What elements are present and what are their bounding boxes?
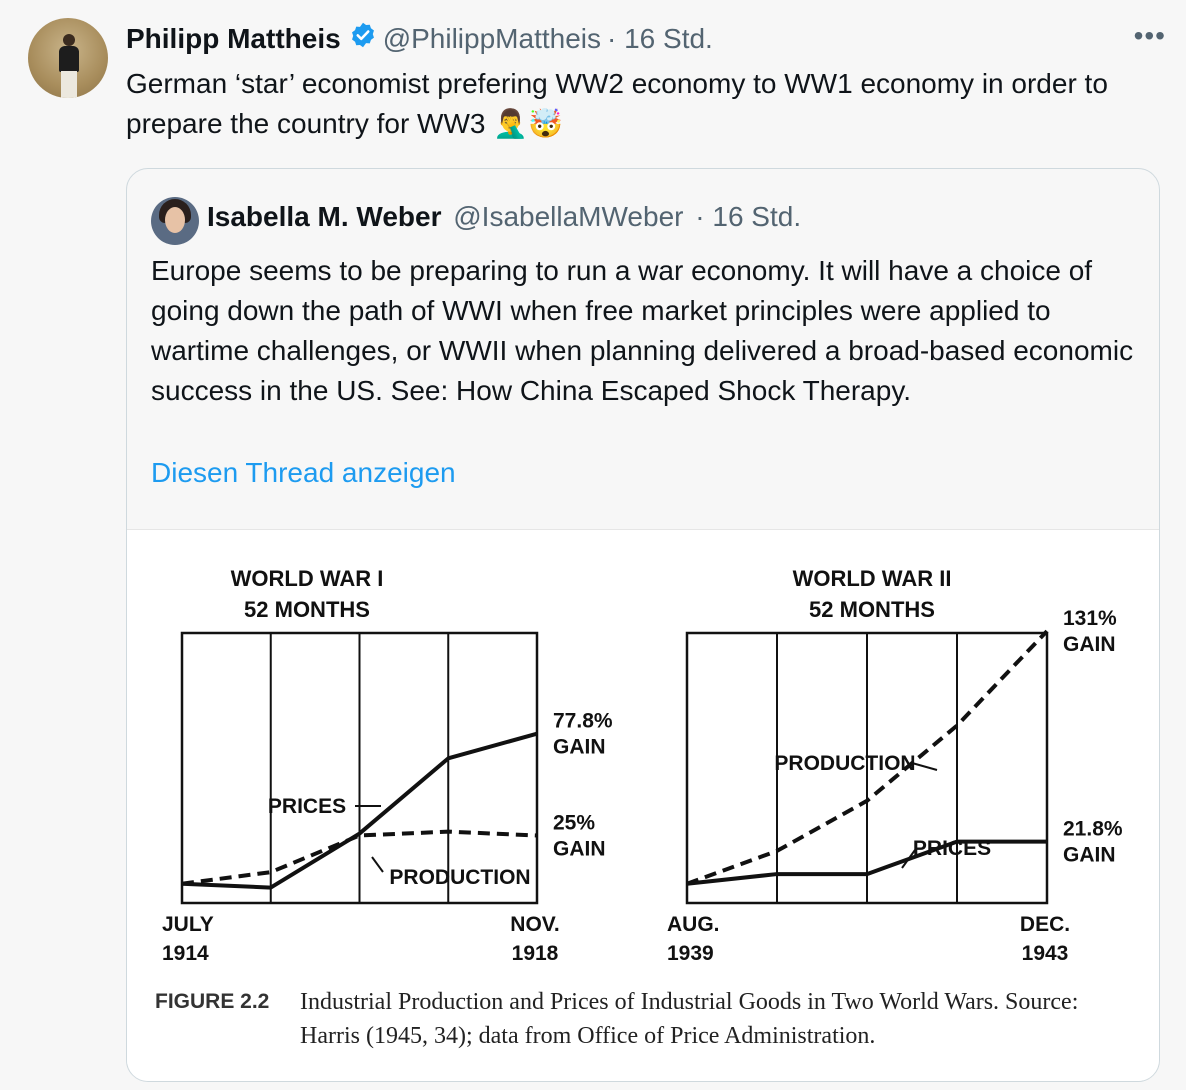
gain-label: 77.8% [553, 710, 613, 733]
gain-label: GAIN [1063, 633, 1116, 656]
author-avatar[interactable] [28, 18, 108, 98]
avatar-figure-body [59, 46, 79, 72]
show-thread-link[interactable]: Diesen Thread anzeigen [151, 457, 456, 488]
series-line-production [181, 829, 538, 886]
series-label-production: PRODUCTION [389, 866, 530, 889]
figure-caption-text: Industrial Production and Prices of Indu… [300, 989, 1079, 1049]
author-name[interactable]: Philipp Mattheis [126, 22, 341, 54]
x-end-label: 1943 [1022, 942, 1069, 965]
gain-label: 131% [1063, 607, 1117, 630]
chart-title: WORLD WAR I [231, 566, 384, 591]
x-start-label: JULY [162, 913, 214, 936]
production-arrow [911, 762, 938, 771]
series-line-prices [686, 839, 1047, 886]
x-end-label: NOV. [510, 913, 559, 936]
figure-charts: WORLD WAR I 52 MONTHS 77.8% GAIN 25% GAIN PRIC… [162, 566, 1123, 965]
gain-label: 21.8% [1063, 818, 1123, 841]
series-line-prices [181, 731, 538, 890]
x-end-label: DEC. [1020, 913, 1070, 936]
tweet-text: German ‘star’ economist prefering WW2 ec… [126, 68, 1108, 139]
series-label-prices: PRICES [268, 795, 346, 818]
quoted-author-avatar[interactable] [151, 197, 199, 245]
chart-subtitle: 52 MONTHS [809, 597, 935, 622]
verified-badge-icon [349, 21, 377, 56]
quoted-tweet-text: Europe seems to be preparing to run a wa… [151, 255, 1134, 406]
quoted-tweet-header: Isabella M. Weber @IsabellaMWeber · 16 S… [207, 201, 801, 233]
figure-image[interactable]: WORLD WAR I 52 MONTHS 77.8% GAIN 25% GAIN PRIC… [127, 529, 1159, 1081]
more-options-icon[interactable]: ••• [1133, 20, 1166, 51]
avatar-figure-legs [61, 71, 77, 98]
quoted-author-handle[interactable]: @IsabellaMWeber [453, 201, 684, 232]
gain-label: GAIN [553, 736, 606, 759]
tweet-header: Philipp Mattheis @PhilippMattheis · 16 S… [126, 21, 713, 56]
author-handle[interactable]: @PhilippMattheis [382, 22, 601, 54]
prices-arrow [901, 849, 916, 869]
gain-label: 25% [553, 812, 595, 835]
x-start-label: 1939 [667, 942, 714, 965]
tweet-time[interactable]: · 16 Std. [607, 22, 713, 54]
series-label-production: PRODUCTION [774, 752, 915, 775]
x-start-label: AUG. [667, 913, 720, 936]
chart-world-war-1: WORLD WAR I 52 MONTHS 77.8% GAIN 25% GAIN PRIC… [162, 566, 613, 965]
figure-label: FIGURE 2.2 [155, 990, 270, 1013]
quoted-author-name[interactable]: Isabella M. Weber [207, 201, 442, 232]
gain-label: GAIN [553, 838, 606, 861]
chart-world-war-2: WORLD WAR II 52 MONTHS 131% GAIN 21.8% GAIN PR… [667, 566, 1123, 965]
avatar-figure-head [63, 34, 75, 46]
chart-subtitle: 52 MONTHS [244, 597, 370, 622]
x-start-label: 1914 [162, 942, 209, 965]
chart-title: WORLD WAR II [793, 566, 952, 591]
x-end-label: 1918 [512, 942, 559, 965]
production-arrow [371, 856, 384, 873]
quoted-tweet-time: · 16 Std. [695, 201, 802, 232]
series-line-production [686, 629, 1049, 886]
quoted-tweet[interactable]: Isabella M. Weber @IsabellaMWeber · 16 S… [126, 168, 1160, 1082]
series-label-prices: PRICES [913, 837, 991, 860]
avatar-face [165, 207, 185, 233]
gain-label: GAIN [1063, 844, 1116, 867]
